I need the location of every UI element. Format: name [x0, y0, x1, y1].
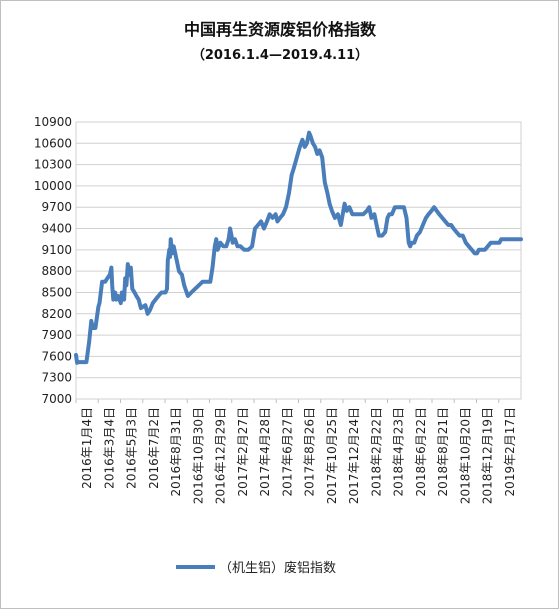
- y-tick-label: 9400: [41, 222, 72, 236]
- x-tick-label: 2017年8月26日: [303, 407, 317, 496]
- y-axis-ticks: 7000 7300 7600 7900 8200 8500 8800 9100 9400 9700…: [34, 115, 72, 406]
- x-tick-label: 2018年4月23日: [392, 407, 406, 496]
- y-tick-label: 7000: [41, 392, 72, 406]
- x-tick-label: 2016年7月2日: [147, 407, 161, 489]
- y-tick-label: 8500: [41, 285, 72, 299]
- y-tick-label: 10600: [34, 136, 72, 150]
- x-tick-label: 2016年1月4日: [80, 407, 94, 489]
- y-tick-label: 10900: [34, 115, 72, 129]
- series-layer: [74, 130, 523, 365]
- x-tick-label: 2017年4月28日: [258, 407, 272, 496]
- x-tick-label: 2016年5月3日: [125, 407, 139, 489]
- x-tick-label: 2018年6月22日: [414, 407, 428, 496]
- x-tick-label: 2017年10月25日: [325, 407, 339, 504]
- x-tick-label: 2018年2月22日: [369, 407, 383, 496]
- gridlines: [76, 121, 521, 400]
- y-tick-label: 10000: [34, 179, 72, 193]
- chart-title: 中国再生资源废铝价格指数: [184, 20, 377, 39]
- y-tick-label: 9100: [41, 243, 72, 257]
- x-tick-label: 2017年12月24日: [347, 407, 361, 504]
- y-tick-label: 8800: [41, 264, 72, 278]
- x-tick-label: 2018年12月19日: [481, 407, 495, 504]
- chart-subtitle: （2016.1.4—2019.4.11）: [192, 47, 368, 63]
- x-tick-label: 2016年8月31日: [169, 407, 183, 496]
- x-tick-label: 2018年10月20日: [458, 407, 472, 504]
- y-tick-label: 7600: [41, 349, 72, 363]
- x-tick-label: 2016年10月30日: [191, 407, 205, 504]
- x-tick-label: 2016年12月29日: [214, 407, 228, 504]
- legend-label: （机生铝）废铝指数: [219, 560, 336, 576]
- y-tick-label: 7300: [41, 371, 72, 385]
- x-tick-label: 2017年6月27日: [280, 407, 294, 496]
- series-line: [74, 130, 523, 365]
- y-tick-label: 7900: [41, 328, 72, 342]
- x-tick-label: 2019年2月17日: [503, 407, 517, 496]
- y-tick-label: 8200: [41, 307, 72, 321]
- x-axis-ticks: 2016年1月4日 2016年3月4日 2016年5月3日 2016年7月2日 2016…: [75, 399, 517, 504]
- x-tick-label: 2017年2月27日: [236, 407, 250, 496]
- y-tick-label: 9700: [41, 200, 72, 214]
- plot-frame: [75, 121, 522, 400]
- x-tick-label: 2018年8月21日: [436, 407, 450, 496]
- legend: （机生铝）废铝指数: [176, 560, 336, 576]
- y-tick-label: 10300: [34, 158, 72, 172]
- x-tick-label: 2016年3月4日: [102, 407, 116, 489]
